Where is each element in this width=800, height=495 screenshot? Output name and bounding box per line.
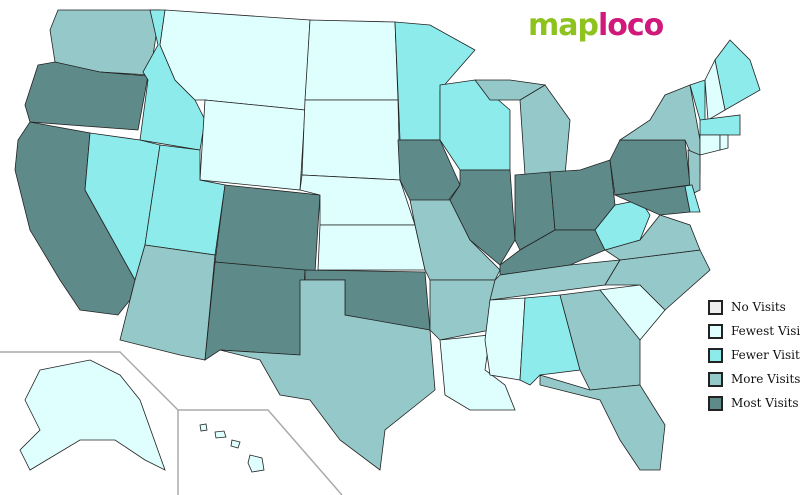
legend-label: Fewest Visits [731,324,800,338]
maploco-logo[interactable]: maploco [528,8,664,43]
state-hi[interactable] [230,439,241,449]
state-hi[interactable] [199,423,208,432]
legend: No Visits Fewest Visits Fewer Visits Mor… [708,295,800,415]
legend-item-none: No Visits [708,295,800,319]
legend-swatch [708,299,723,315]
state-hi[interactable] [247,454,265,473]
state-wv[interactable] [594,199,651,251]
state-az[interactable] [119,244,216,361]
state-ma[interactable] [699,114,741,136]
state-il[interactable] [449,169,516,266]
state-ct[interactable] [699,134,721,156]
legend-label: No Visits [731,300,786,314]
legend-swatch [708,347,723,363]
legend-label: More Visits [731,372,800,386]
state-or[interactable] [24,61,149,131]
state-nj[interactable] [687,149,701,196]
legend-label: Fewer Visits [731,348,800,362]
state-ms[interactable] [484,297,526,381]
legend-swatch [708,371,723,387]
state-sd[interactable] [301,99,401,181]
state-nh[interactable] [704,58,726,121]
logo-text-map: map [528,8,599,43]
legend-swatch [708,323,723,339]
legend-item-most: Most Visits [708,391,800,415]
state-ks[interactable] [317,224,426,271]
state-nm[interactable] [204,261,306,361]
legend-item-fewer: Fewer Visits [708,343,800,367]
state-wy[interactable] [199,99,306,191]
state-co[interactable] [214,184,321,273]
state-mi[interactable] [519,84,571,176]
state-nd[interactable] [304,19,399,101]
state-pa[interactable] [609,139,691,196]
state-fl[interactable] [539,374,666,471]
legend-label: Most Visits [731,396,799,410]
state-me[interactable] [714,39,761,111]
alaska-inset-border [0,351,179,495]
state-ri[interactable] [719,134,729,151]
state-hi[interactable] [214,430,227,439]
legend-swatch [708,395,723,411]
state-de[interactable] [684,184,701,213]
state-ar[interactable] [429,279,496,341]
legend-item-more: More Visits [708,367,800,391]
legend-item-fewest: Fewest Visits [708,319,800,343]
state-ak[interactable] [19,359,166,471]
state-ny[interactable] [618,84,701,176]
logo-text-loco: loco [597,8,664,43]
state-tx[interactable] [219,279,436,471]
state-mi[interactable] [474,79,547,101]
hawaii-inset-border [178,409,343,495]
